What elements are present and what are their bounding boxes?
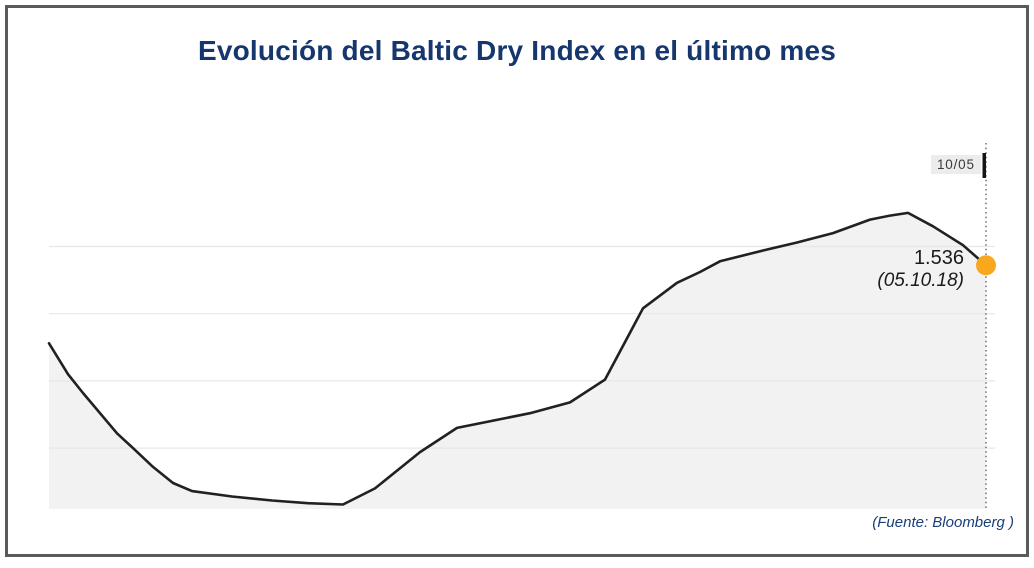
card-frame xyxy=(5,5,1029,557)
last-date-label: (05.10.18) xyxy=(877,270,964,291)
chart-title: Evolución del Baltic Dry Index en el últ… xyxy=(197,35,836,66)
cursor-date-badge: 10/05 xyxy=(931,155,981,174)
last-point-annotation: 1.536 (05.10.18) xyxy=(877,247,964,292)
source-attribution: (Fuente: Bloomberg ) xyxy=(872,514,1014,531)
last-value-label: 1.536 xyxy=(913,247,964,269)
